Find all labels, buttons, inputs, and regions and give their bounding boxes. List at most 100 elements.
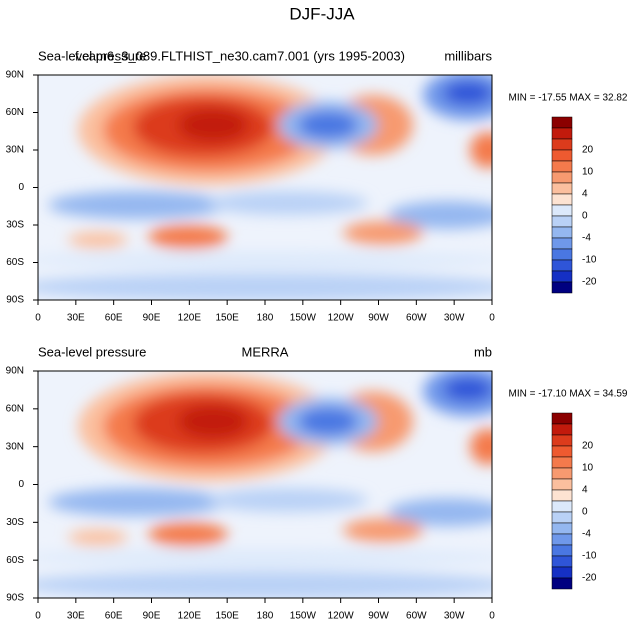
lat-label: 30N [6,145,24,156]
lat-label: 0 [18,479,24,490]
colorbar-box [551,467,573,480]
lon-label: 0 [35,313,41,324]
field-contour [38,570,492,598]
lon-label: 60E [105,313,123,324]
lat-label: 60N [6,107,24,118]
colorbar-box [551,434,573,447]
field-contour [443,377,492,402]
field-contour [208,488,368,513]
colorbar-box [551,511,573,524]
colorbar-box [551,127,573,140]
colorbar-box [551,412,573,425]
lon-label: 150E [215,313,239,324]
lon-label: 0 [489,313,495,324]
panel-center-title: f.cam6_3_089.FLTHIST_ne30.cam7.001 (yrs … [75,48,405,63]
colorbar-label: 10 [582,167,594,178]
colorbar-label: -4 [582,529,591,540]
lat-label: 90N [6,70,24,81]
lon-label: 90W [368,611,389,622]
colorbar-box [551,544,573,557]
colorbar-box [551,116,573,129]
panel-left-title: Sea-level pressure [38,344,146,359]
field-contour [470,428,492,465]
field-contour [470,132,492,168]
field-contour [48,191,228,219]
lon-label: 60W [406,313,427,324]
field-blobs [38,75,492,300]
panel-left-title: Sea-level pressure [38,48,146,63]
colorbar-box [551,522,573,535]
lon-label: 180 [257,611,274,622]
lat-label: 30S [6,220,24,231]
colorbar-label: -10 [582,255,597,266]
field-contour [148,522,228,547]
colorbar-label: -20 [582,573,597,584]
field-contour [178,404,248,439]
map-field [38,75,492,300]
lon-label: 30W [444,313,465,324]
colorbar-box [551,577,573,590]
colorbar-label: -10 [582,551,597,562]
field-contour [343,221,423,245]
colorbar-box [551,248,573,261]
field-contour [298,111,358,139]
lat-label: 60S [6,555,24,566]
field-contour [38,252,492,268]
field-contour [178,108,248,142]
colorbar-box [551,204,573,217]
colorbar-box [551,456,573,469]
lon-label: 120W [328,313,355,324]
lon-label: 150W [290,611,317,622]
lon-label: 90E [143,611,161,622]
field-contour [68,529,128,546]
colorbar-box [551,423,573,436]
lon-label: 0 [35,611,41,622]
min-max-label: MIN = -17.55 MAX = 32.82 [509,93,628,104]
field-contour [68,232,128,248]
colorbar-box [551,259,573,272]
lat-label: 60S [6,257,24,268]
lon-label: 120E [178,611,202,622]
colorbar-box [551,478,573,491]
colorbar-label: 4 [582,189,588,200]
field-contour [443,81,492,105]
lon-label: 90E [143,313,161,324]
lon-label: 120W [328,611,355,622]
lon-label: 180 [257,313,274,324]
lon-label: 120E [178,313,202,324]
field-contour [343,518,423,543]
lon-label: 30W [444,611,465,622]
colorbar-label: -20 [582,277,597,288]
colorbar-box [551,566,573,579]
lat-label: 90S [6,295,24,306]
colorbar-box [551,182,573,195]
lat-label: 90N [6,366,24,377]
panel-right-title: mb [474,344,492,359]
field-contour [208,191,368,215]
colorbar-box [551,489,573,502]
field-contour [48,488,228,517]
colorbar-label: 20 [582,145,594,156]
field-contour [148,225,228,249]
lat-label: 0 [18,182,24,193]
colorbar-box [551,445,573,458]
colorbar-box [551,270,573,283]
colorbar-box [551,226,573,239]
colorbar-box [551,215,573,228]
colorbar-box [551,555,573,568]
figure-title: DJF-JJA [289,4,355,23]
colorbar-box [551,171,573,184]
field-contour [298,407,358,436]
colorbar-box [551,160,573,173]
colorbar-box [551,237,573,250]
field-contour [388,498,492,527]
colorbar-label: 0 [582,507,588,518]
lat-label: 30S [6,517,24,528]
lon-label: 30E [67,313,85,324]
lon-label: 90W [368,313,389,324]
field-contour [38,549,492,566]
colorbar-label: 10 [582,463,594,474]
colorbar-box [551,149,573,162]
colorbar-label: 0 [582,211,588,222]
